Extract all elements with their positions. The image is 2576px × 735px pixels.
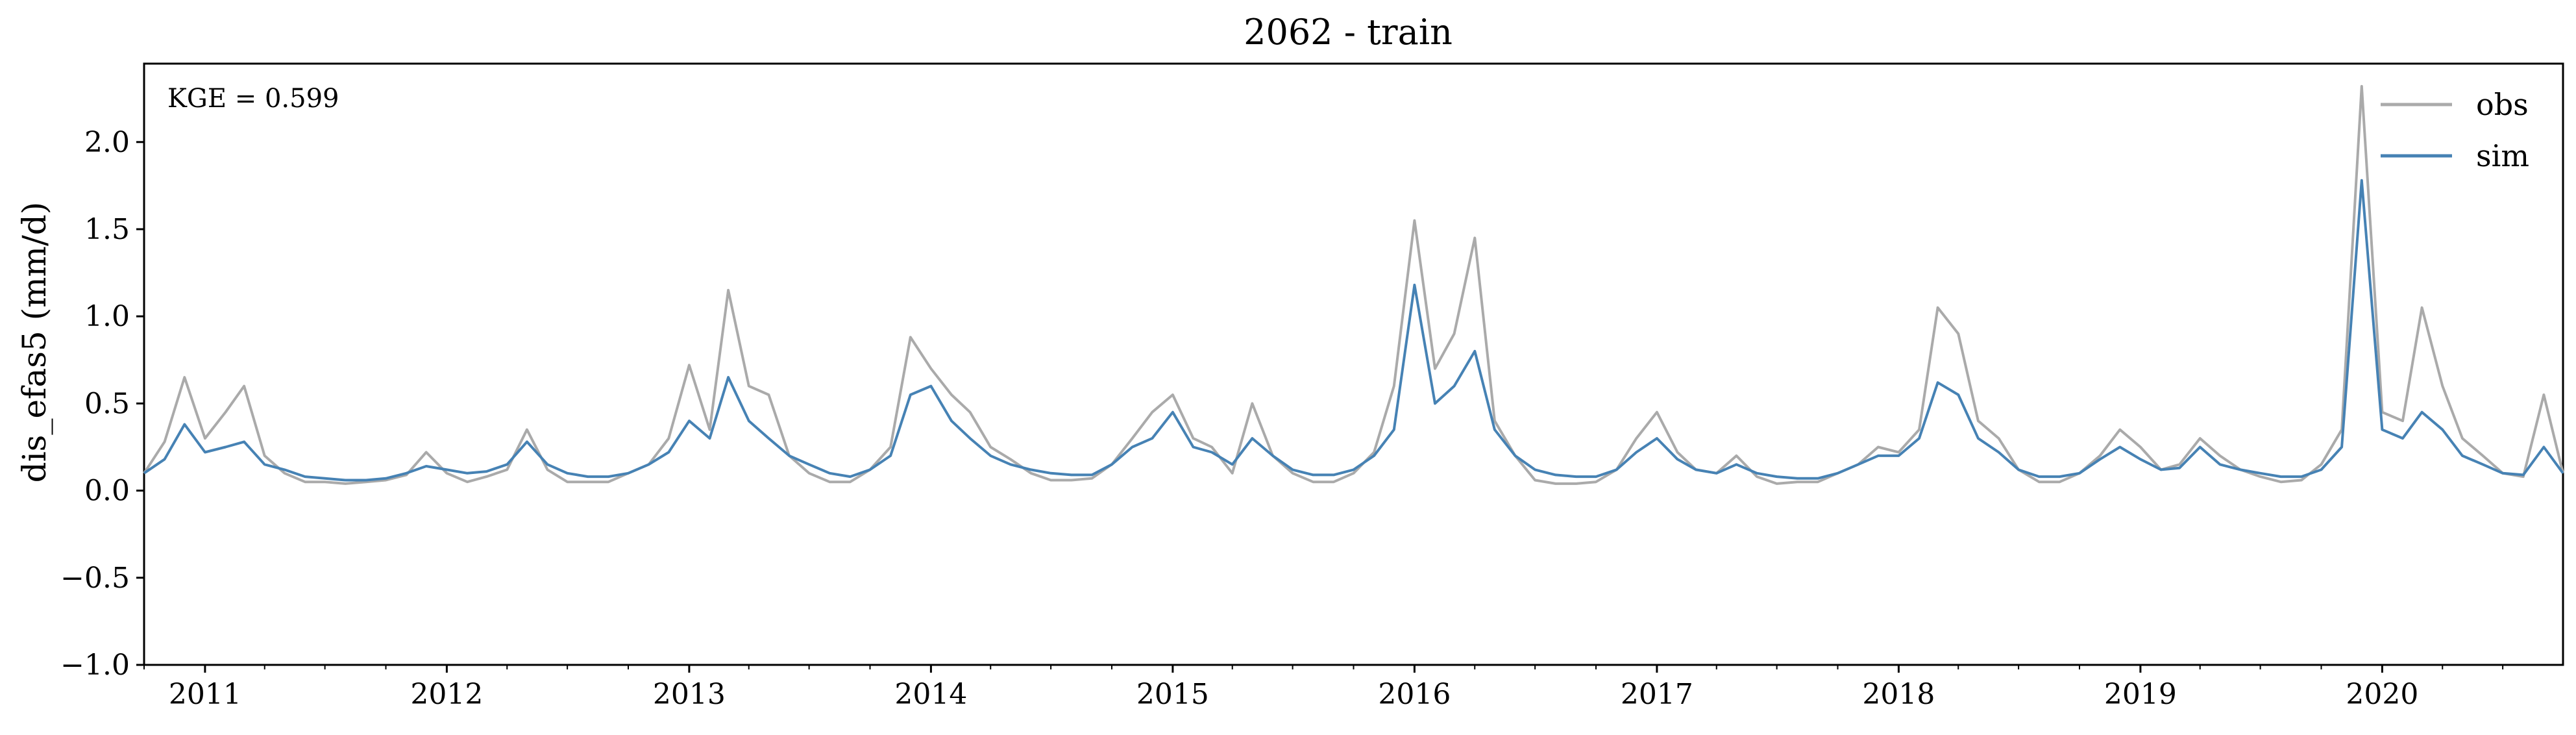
series-lines (143, 84, 2564, 485)
x-tick-label: 2015 (1136, 678, 1209, 711)
y-tick-label: −1.0 (60, 649, 130, 682)
y-axis: −1.0 −0.5 0.0 0.5 1.0 1.5 2.0 (60, 126, 144, 682)
legend-label-obs: obs (2476, 87, 2529, 122)
y-tick-label: 0.0 (84, 475, 130, 508)
x-axis: 2011 2012 2013 2014 2015 2016 2017 2018 2019 2020 (143, 665, 2504, 711)
y-tick-label: −0.5 (60, 562, 130, 595)
series-line-obs (143, 84, 2564, 485)
y-tick-label: 1.0 (84, 300, 130, 333)
x-tick-label: 2019 (2104, 678, 2177, 711)
plot-area: −1.0 −0.5 0.0 0.5 1.0 1.5 2.0 2011 2012 2013 2014… (60, 62, 2564, 711)
x-tick-label: 2013 (653, 678, 726, 711)
y-tick-label: 0.5 (84, 387, 130, 420)
chart-title: 2062 - train (1244, 12, 1453, 53)
x-tick-label: 2020 (2346, 678, 2418, 711)
kge-annotation: KGE = 0.599 (167, 84, 339, 114)
x-tick-label: 2014 (894, 678, 967, 711)
y-tick-label: 1.5 (84, 213, 130, 246)
legend-label-sim: sim (2476, 138, 2529, 173)
legend: obs sim (2381, 87, 2529, 173)
y-tick-label: 2.0 (84, 126, 130, 159)
x-tick-label: 2017 (1621, 678, 1693, 711)
x-tick-label: 2018 (1862, 678, 1935, 711)
x-tick-label: 2016 (1378, 678, 1451, 711)
plot-frame (143, 62, 2564, 666)
x-tick-label: 2012 (410, 678, 483, 711)
x-tick-label: 2011 (169, 678, 241, 711)
y-axis-label: dis_efas5 (mm/d) (16, 202, 53, 483)
series-line-sim (143, 179, 2564, 482)
